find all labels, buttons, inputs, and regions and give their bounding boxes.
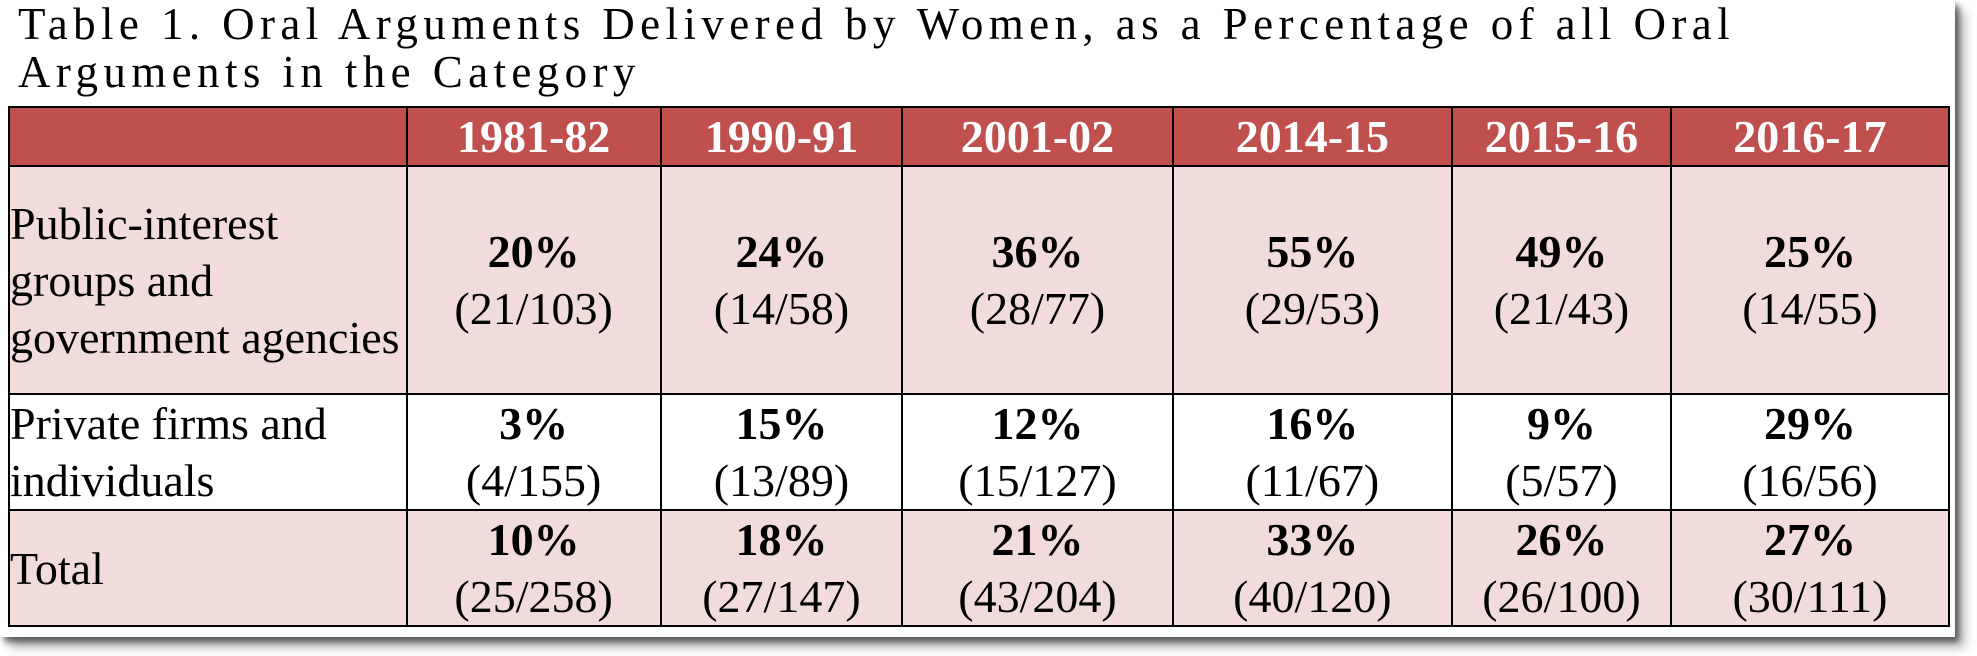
- percentage-value: 15%: [735, 398, 828, 449]
- count-fraction: (21/103): [454, 283, 613, 334]
- count-fraction: (14/58): [713, 283, 850, 334]
- table-cell: 12% (15/127): [901, 393, 1174, 511]
- table-cell: 29% (16/56): [1669, 393, 1951, 511]
- corner-header: [8, 106, 408, 167]
- count-fraction: (40/120): [1233, 571, 1392, 622]
- column-header: 2001-02: [901, 106, 1174, 167]
- table-row: Private firms and individuals 3% (4/155) …: [8, 393, 1951, 511]
- count-fraction: (30/111): [1732, 571, 1888, 622]
- row-label: Private firms and individuals: [8, 393, 408, 511]
- count-fraction: (14/55): [1742, 283, 1878, 334]
- count-fraction: (16/56): [1742, 455, 1878, 506]
- count-fraction: (21/43): [1493, 283, 1630, 334]
- table-cell: 27% (30/111): [1669, 509, 1951, 627]
- table-cell: 33% (40/120): [1171, 509, 1454, 627]
- percentage-value: 3%: [499, 398, 569, 449]
- count-fraction: (5/57): [1505, 455, 1618, 506]
- table-title: Table 1. Oral Arguments Delivered by Wom…: [18, 0, 1736, 97]
- percentage-value: 55%: [1266, 226, 1359, 277]
- table-cell: 15% (13/89): [659, 393, 904, 511]
- table-cell: 16% (11/67): [1171, 393, 1454, 511]
- count-fraction: (4/155): [465, 455, 602, 506]
- row-label: Total: [8, 509, 408, 627]
- count-fraction: (11/67): [1245, 455, 1380, 506]
- count-fraction: (26/100): [1482, 571, 1641, 622]
- header-row: 1981-82 1990-91 2001-02 2014-15 2015-16 …: [8, 106, 1951, 167]
- table-cell: 3% (4/155): [405, 393, 662, 511]
- percentage-value: 12%: [991, 398, 1084, 449]
- table-cell: 9% (5/57): [1451, 393, 1672, 511]
- percentage-value: 20%: [487, 226, 580, 277]
- percentage-value: 10%: [487, 514, 580, 565]
- percentage-value: 24%: [735, 226, 828, 277]
- table-cell: 36% (28/77): [901, 165, 1174, 395]
- table-cell: 21% (43/204): [901, 509, 1174, 627]
- table-cell: 26% (26/100): [1451, 509, 1672, 627]
- percentage-value: 9%: [1526, 398, 1596, 449]
- percentage-value: 36%: [991, 226, 1084, 277]
- percentage-value: 16%: [1266, 398, 1359, 449]
- table-cell: 10% (25/258): [405, 509, 662, 627]
- table-cell: 24% (14/58): [659, 165, 904, 395]
- table-cell: 55% (29/53): [1171, 165, 1454, 395]
- percentage-value: 29%: [1763, 398, 1856, 449]
- percentage-value: 27%: [1763, 514, 1856, 565]
- count-fraction: (15/127): [958, 455, 1117, 506]
- column-header: 1981-82: [405, 106, 662, 167]
- count-fraction: (13/89): [713, 455, 850, 506]
- percentage-value: 26%: [1515, 514, 1608, 565]
- data-table: 1981-82 1990-91 2001-02 2014-15 2015-16 …: [8, 106, 1951, 627]
- table-frame: Table 1. Oral Arguments Delivered by Wom…: [8, 0, 1951, 627]
- percentage-value: 18%: [735, 514, 828, 565]
- table-cell: 20% (21/103): [405, 165, 662, 395]
- table-row: Total 10% (25/258) 18% (27/147) 21% (43/204…: [8, 509, 1951, 627]
- percentage-value: 33%: [1266, 514, 1359, 565]
- column-header: 1990-91: [659, 106, 904, 167]
- count-fraction: (27/147): [702, 571, 861, 622]
- percentage-value: 21%: [991, 514, 1084, 565]
- count-fraction: (25/258): [454, 571, 613, 622]
- table-cell: 18% (27/147): [659, 509, 904, 627]
- row-label: Public-interest groups and government ag…: [8, 165, 408, 395]
- count-fraction: (28/77): [969, 283, 1106, 334]
- percentage-value: 25%: [1763, 226, 1856, 277]
- percentage-value: 49%: [1515, 226, 1608, 277]
- table-cell: 49% (21/43): [1451, 165, 1672, 395]
- column-header: 2014-15: [1171, 106, 1454, 167]
- column-header: 2015-16: [1451, 106, 1672, 167]
- table-cell: 25% (14/55): [1669, 165, 1951, 395]
- table-row: Public-interest groups and government ag…: [8, 165, 1951, 395]
- count-fraction: (43/204): [958, 571, 1117, 622]
- column-header: 2016-17: [1669, 106, 1951, 167]
- count-fraction: (29/53): [1244, 283, 1381, 334]
